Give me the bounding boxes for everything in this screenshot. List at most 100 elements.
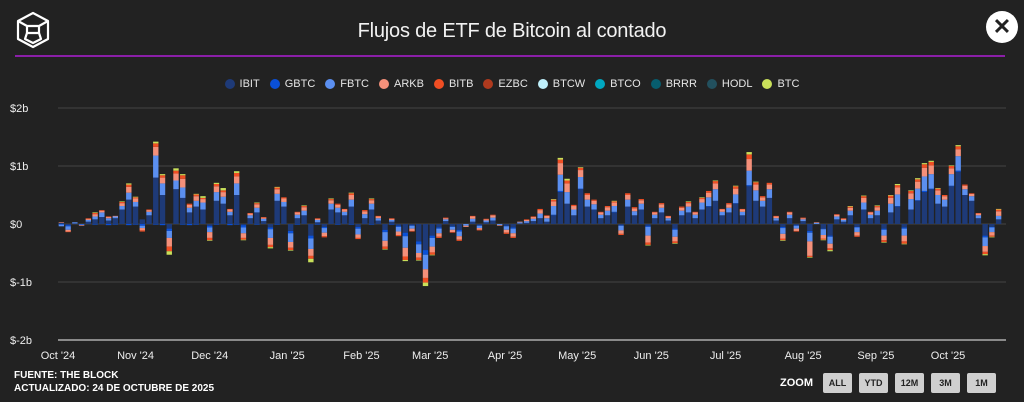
bar-btc[interactable] (557, 157, 564, 160)
bar-ibit[interactable] (874, 215, 880, 224)
bar-arkb[interactable] (105, 217, 112, 219)
bar-fbtc[interactable] (921, 176, 928, 191)
bar-fbtc[interactable] (881, 229, 887, 236)
bar-arkb[interactable] (928, 165, 934, 175)
bar-bitb[interactable] (962, 184, 968, 186)
bar-bitb[interactable] (557, 159, 564, 164)
bar-fbtc[interactable] (443, 219, 449, 222)
bar-arkb[interactable] (139, 228, 145, 231)
bar-ibit[interactable] (557, 192, 564, 224)
bar-btc[interactable] (807, 257, 813, 258)
bar-arkb[interactable] (436, 233, 442, 237)
bar-fbtc[interactable] (463, 224, 469, 226)
bar-fbtc[interactable] (982, 237, 988, 247)
bar-fbtc[interactable] (517, 222, 523, 224)
bar-fbtc[interactable] (544, 218, 550, 222)
bar-arkb[interactable] (99, 210, 105, 213)
bar-fbtc[interactable] (577, 177, 584, 189)
bar-bitb[interactable] (240, 237, 247, 240)
bar-arkb[interactable] (948, 168, 955, 175)
bar-btc[interactable] (287, 250, 294, 251)
bar-ibit[interactable] (409, 224, 415, 226)
bar-fbtc[interactable] (908, 199, 914, 210)
bar-arkb[interactable] (550, 201, 557, 207)
bar-fbtc[interactable] (894, 194, 901, 207)
bar-bitb[interactable] (173, 170, 179, 174)
bar-fbtc[interactable] (867, 214, 874, 219)
bar-ibit[interactable] (281, 206, 287, 224)
bar-arkb[interactable] (469, 216, 476, 219)
bar-fbtc[interactable] (281, 201, 287, 207)
bar-arkb[interactable] (281, 198, 287, 202)
bar-bitb[interactable] (308, 255, 314, 259)
bar-fbtc[interactable] (550, 206, 557, 215)
bar-fbtc[interactable] (874, 210, 880, 216)
bar-ibit[interactable] (395, 224, 402, 226)
bar-bitb[interactable] (753, 182, 759, 185)
bar-arkb[interactable] (874, 207, 880, 211)
bar-ibit[interactable] (908, 209, 914, 225)
bar-bitb[interactable] (645, 242, 651, 245)
bar-arkb[interactable] (220, 192, 226, 197)
bar-ibit[interactable] (186, 212, 193, 224)
bar-fbtc[interactable] (719, 211, 725, 216)
bar-arkb[interactable] (854, 232, 860, 236)
bar-btc[interactable] (712, 180, 719, 182)
bar-bitb[interactable] (807, 255, 813, 258)
bar-gbtc[interactable] (321, 226, 328, 229)
bar-btc[interactable] (982, 254, 988, 256)
bar-fbtc[interactable] (294, 214, 301, 219)
bar-fbtc[interactable] (139, 225, 145, 229)
bar-arkb[interactable] (186, 204, 193, 208)
bar-bitb[interactable] (874, 206, 880, 208)
bar-ibit[interactable] (422, 224, 429, 251)
bar-arkb[interactable] (618, 230, 624, 234)
bar-gbtc[interactable] (105, 224, 112, 226)
bar-fbtc[interactable] (449, 226, 456, 230)
bar-fbtc[interactable] (995, 215, 1002, 220)
bar-fbtc[interactable] (523, 221, 530, 223)
bar-gbtc[interactable] (65, 225, 71, 227)
bar-bitb[interactable] (854, 235, 860, 237)
bar-fbtc[interactable] (436, 228, 442, 234)
bar-arkb[interactable] (557, 163, 564, 175)
bar-arkb[interactable] (719, 209, 725, 212)
bar-bitb[interactable] (928, 161, 934, 166)
bar-ibit[interactable] (935, 203, 941, 224)
bar-gbtc[interactable] (112, 224, 119, 225)
bar-ibit[interactable] (362, 218, 368, 224)
bar-bitb[interactable] (180, 175, 186, 179)
bar-gbtc[interactable] (746, 185, 752, 187)
bar-arkb[interactable] (409, 228, 415, 231)
bar-bitb[interactable] (503, 232, 510, 234)
bar-ibit[interactable] (416, 224, 422, 242)
bar-arkb[interactable] (85, 218, 92, 220)
bar-ibit[interactable] (699, 209, 705, 225)
bar-gbtc[interactable] (948, 185, 955, 187)
bar-ibit[interactable] (679, 215, 685, 224)
bar-ibit[interactable] (658, 212, 665, 224)
bar-ibit[interactable] (564, 203, 570, 224)
bar-fbtc[interactable] (260, 218, 267, 222)
bar-fbtc[interactable] (557, 174, 564, 191)
bar-gbtc[interactable] (510, 227, 516, 229)
bar-bitb[interactable] (908, 190, 914, 194)
bar-ibit[interactable] (180, 197, 186, 224)
bar-arkb[interactable] (935, 190, 941, 195)
bar-btc[interactable] (193, 193, 199, 195)
bar-ibit[interactable] (483, 222, 489, 224)
bar-bitb[interactable] (915, 179, 921, 182)
bar-arkb[interactable] (813, 222, 820, 223)
bar-bitb[interactable] (726, 203, 732, 205)
bar-bitb[interactable] (638, 199, 644, 201)
bar-gbtc[interactable] (213, 224, 220, 225)
bar-arkb[interactable] (328, 200, 334, 204)
bar-ibit[interactable] (126, 199, 132, 224)
bar-fbtc[interactable] (72, 222, 78, 224)
bar-fbtc[interactable] (820, 229, 827, 236)
bar-bitb[interactable] (368, 199, 375, 201)
bar-gbtc[interactable] (395, 225, 402, 227)
bar-gbtc[interactable] (180, 224, 186, 225)
bar-bitb[interactable] (92, 212, 98, 215)
bar-ibit[interactable] (490, 220, 496, 224)
